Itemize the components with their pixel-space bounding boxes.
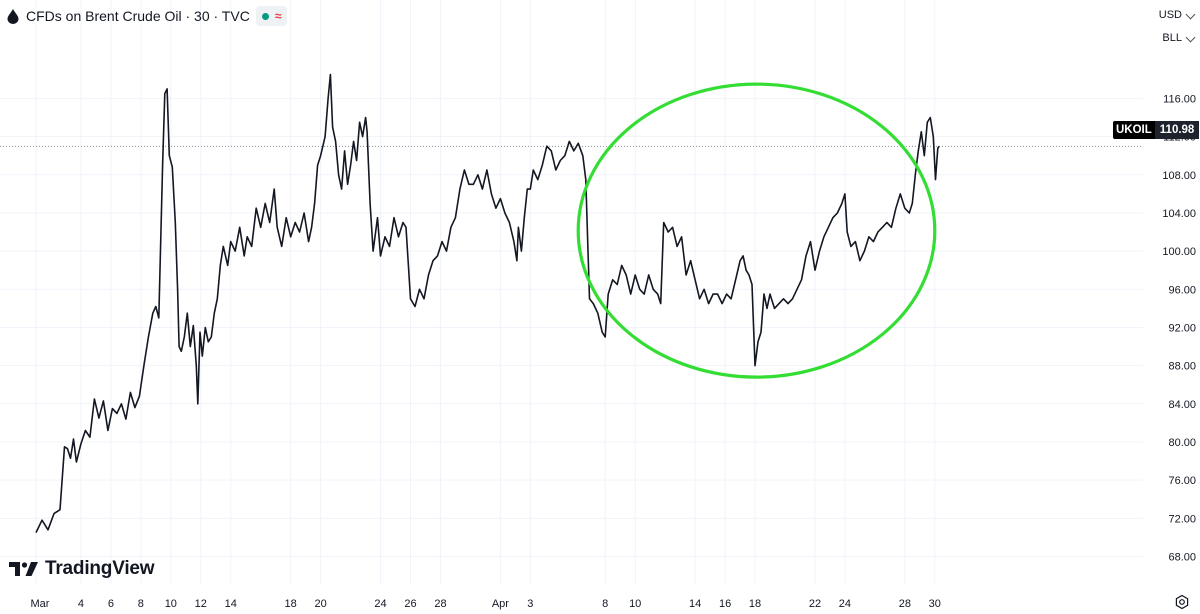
market-status-badge[interactable]: ≈: [255, 6, 288, 26]
y-tick-label: 68.00: [1168, 552, 1196, 564]
price-tag-value: 110.98: [1154, 121, 1200, 139]
market-open-dot-icon: [261, 12, 269, 20]
x-tick-label: Apr: [492, 598, 509, 610]
highlight-ellipse: [576, 82, 937, 379]
x-tick-label: 22: [809, 598, 821, 610]
y-tick-label: 104.00: [1162, 208, 1196, 220]
x-tick-label: 30: [929, 598, 941, 610]
x-tick-label: 24: [374, 598, 386, 610]
x-tick-label: Mar: [31, 598, 50, 610]
tradingview-logo-icon: [9, 562, 38, 576]
y-tick-label: 88.00: [1168, 361, 1196, 373]
tradingview-logo[interactable]: TradingView: [9, 558, 155, 580]
x-tick-label: 16: [719, 598, 731, 610]
x-tick-label: 8: [602, 598, 608, 610]
y-tick-label: 84.00: [1168, 399, 1196, 411]
x-tick-label: 26: [404, 598, 416, 610]
y-tick-label: 92.00: [1168, 322, 1196, 334]
currency-button[interactable]: USD: [1158, 9, 1182, 21]
x-tick-label: 8: [138, 598, 144, 610]
x-tick-label: 18: [749, 598, 761, 610]
y-tick-label: 76.00: [1168, 475, 1196, 487]
y-tick-label: 100.00: [1162, 246, 1196, 258]
x-tick-label: 10: [629, 598, 641, 610]
x-tick-label: 3: [527, 598, 533, 610]
y-tick-label: 116.00: [1163, 93, 1196, 105]
oil-drop-icon: [7, 9, 19, 24]
symbol-title[interactable]: CFDs on Brent Crude Oil · 30 · TVC: [26, 8, 250, 24]
grid: [0, 0, 1143, 584]
y-tick-label: 96.00: [1168, 284, 1196, 296]
x-axis: Mar 4 6 8 10 12 14 18 20 24 26 28 Apr 3 8 10 14 16 18 22 24 2…: [31, 598, 941, 610]
x-tick-label: 28: [899, 598, 911, 610]
x-tick-label: 20: [314, 598, 326, 610]
logo-text: TradingView: [45, 558, 155, 579]
x-tick-label: 14: [689, 598, 701, 610]
x-tick-label: 14: [225, 598, 237, 610]
x-tick-label: 18: [285, 598, 297, 610]
x-tick-label: 24: [839, 598, 851, 610]
y-tick-label: 72.00: [1168, 513, 1196, 525]
y-axis: 116.00112.00108.00104.00100.0096.0092.00…: [1162, 93, 1196, 563]
unit-button[interactable]: BLL: [1162, 32, 1182, 44]
x-tick-label: 28: [434, 598, 446, 610]
y-tick-label: 108.00: [1162, 170, 1196, 182]
x-tick-label: 10: [165, 598, 177, 610]
chart-header: CFDs on Brent Crude Oil · 30 · TVC ≈: [6, 5, 288, 27]
price-tag-symbol: UKOIL: [1113, 121, 1155, 139]
settings-icon[interactable]: [1174, 594, 1190, 610]
x-tick-label: 4: [78, 598, 84, 610]
delayed-data-icon: ≈: [274, 9, 282, 23]
x-tick-label: 6: [108, 598, 114, 610]
y-tick-label: 80.00: [1168, 437, 1196, 449]
price-series-line: [35, 73, 940, 533]
x-tick-label: 12: [195, 598, 207, 610]
last-price-tag: UKOIL 110.98: [1113, 121, 1200, 139]
